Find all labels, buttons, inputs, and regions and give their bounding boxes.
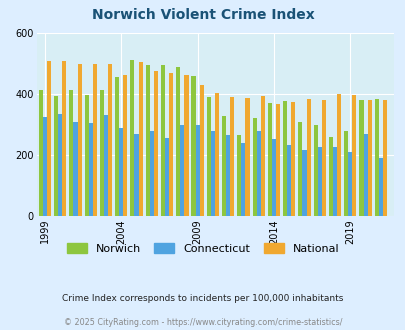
Bar	[149, 131, 153, 216]
Bar	[286, 145, 290, 216]
Bar	[260, 96, 264, 216]
Bar	[226, 135, 230, 216]
Bar	[134, 134, 138, 216]
Bar	[38, 90, 43, 216]
Bar	[119, 128, 123, 216]
Bar	[93, 64, 97, 216]
Bar	[336, 94, 340, 216]
Bar	[58, 114, 62, 216]
Bar	[298, 121, 302, 216]
Bar	[343, 131, 347, 216]
Bar	[252, 118, 256, 216]
Bar	[195, 124, 199, 216]
Bar	[230, 97, 234, 216]
Bar	[115, 77, 119, 216]
Bar	[138, 62, 143, 216]
Bar	[130, 60, 134, 216]
Bar	[77, 63, 81, 216]
Bar	[317, 148, 321, 216]
Bar	[191, 76, 195, 216]
Bar	[275, 104, 279, 216]
Bar	[214, 93, 219, 216]
Bar	[352, 95, 356, 216]
Bar	[382, 100, 386, 216]
Bar	[123, 75, 127, 216]
Bar	[43, 117, 47, 216]
Bar	[328, 137, 332, 216]
Bar	[54, 96, 58, 216]
Text: Crime Index corresponds to incidents per 100,000 inhabitants: Crime Index corresponds to incidents per…	[62, 294, 343, 303]
Bar	[180, 124, 184, 216]
Bar	[199, 85, 203, 216]
Bar	[104, 115, 108, 216]
Bar	[210, 131, 214, 216]
Bar	[282, 101, 286, 216]
Bar	[164, 138, 169, 216]
Bar	[321, 100, 325, 216]
Bar	[153, 71, 158, 216]
Bar	[108, 64, 112, 216]
Bar	[88, 123, 93, 216]
Bar	[256, 131, 260, 216]
Bar	[290, 102, 295, 216]
Bar	[160, 65, 164, 216]
Bar	[84, 95, 88, 216]
Bar	[73, 121, 77, 216]
Bar	[313, 124, 317, 216]
Bar	[302, 149, 306, 216]
Bar	[332, 148, 336, 216]
Legend: Norwich, Connecticut, National: Norwich, Connecticut, National	[62, 239, 343, 258]
Text: Norwich Violent Crime Index: Norwich Violent Crime Index	[92, 8, 313, 22]
Bar	[145, 65, 149, 216]
Bar	[378, 158, 382, 216]
Bar	[267, 103, 271, 216]
Bar	[237, 135, 241, 216]
Bar	[169, 73, 173, 216]
Bar	[271, 139, 275, 216]
Bar	[62, 61, 66, 216]
Bar	[241, 143, 245, 216]
Text: © 2025 CityRating.com - https://www.cityrating.com/crime-statistics/: © 2025 CityRating.com - https://www.city…	[64, 318, 341, 327]
Bar	[176, 67, 180, 216]
Bar	[206, 97, 210, 216]
Bar	[367, 100, 371, 216]
Bar	[47, 61, 51, 216]
Bar	[69, 90, 73, 216]
Bar	[374, 99, 378, 216]
Bar	[347, 152, 352, 216]
Bar	[222, 116, 226, 216]
Bar	[358, 100, 362, 216]
Bar	[362, 134, 367, 216]
Bar	[306, 99, 310, 216]
Bar	[100, 90, 104, 216]
Bar	[184, 75, 188, 216]
Bar	[245, 98, 249, 216]
